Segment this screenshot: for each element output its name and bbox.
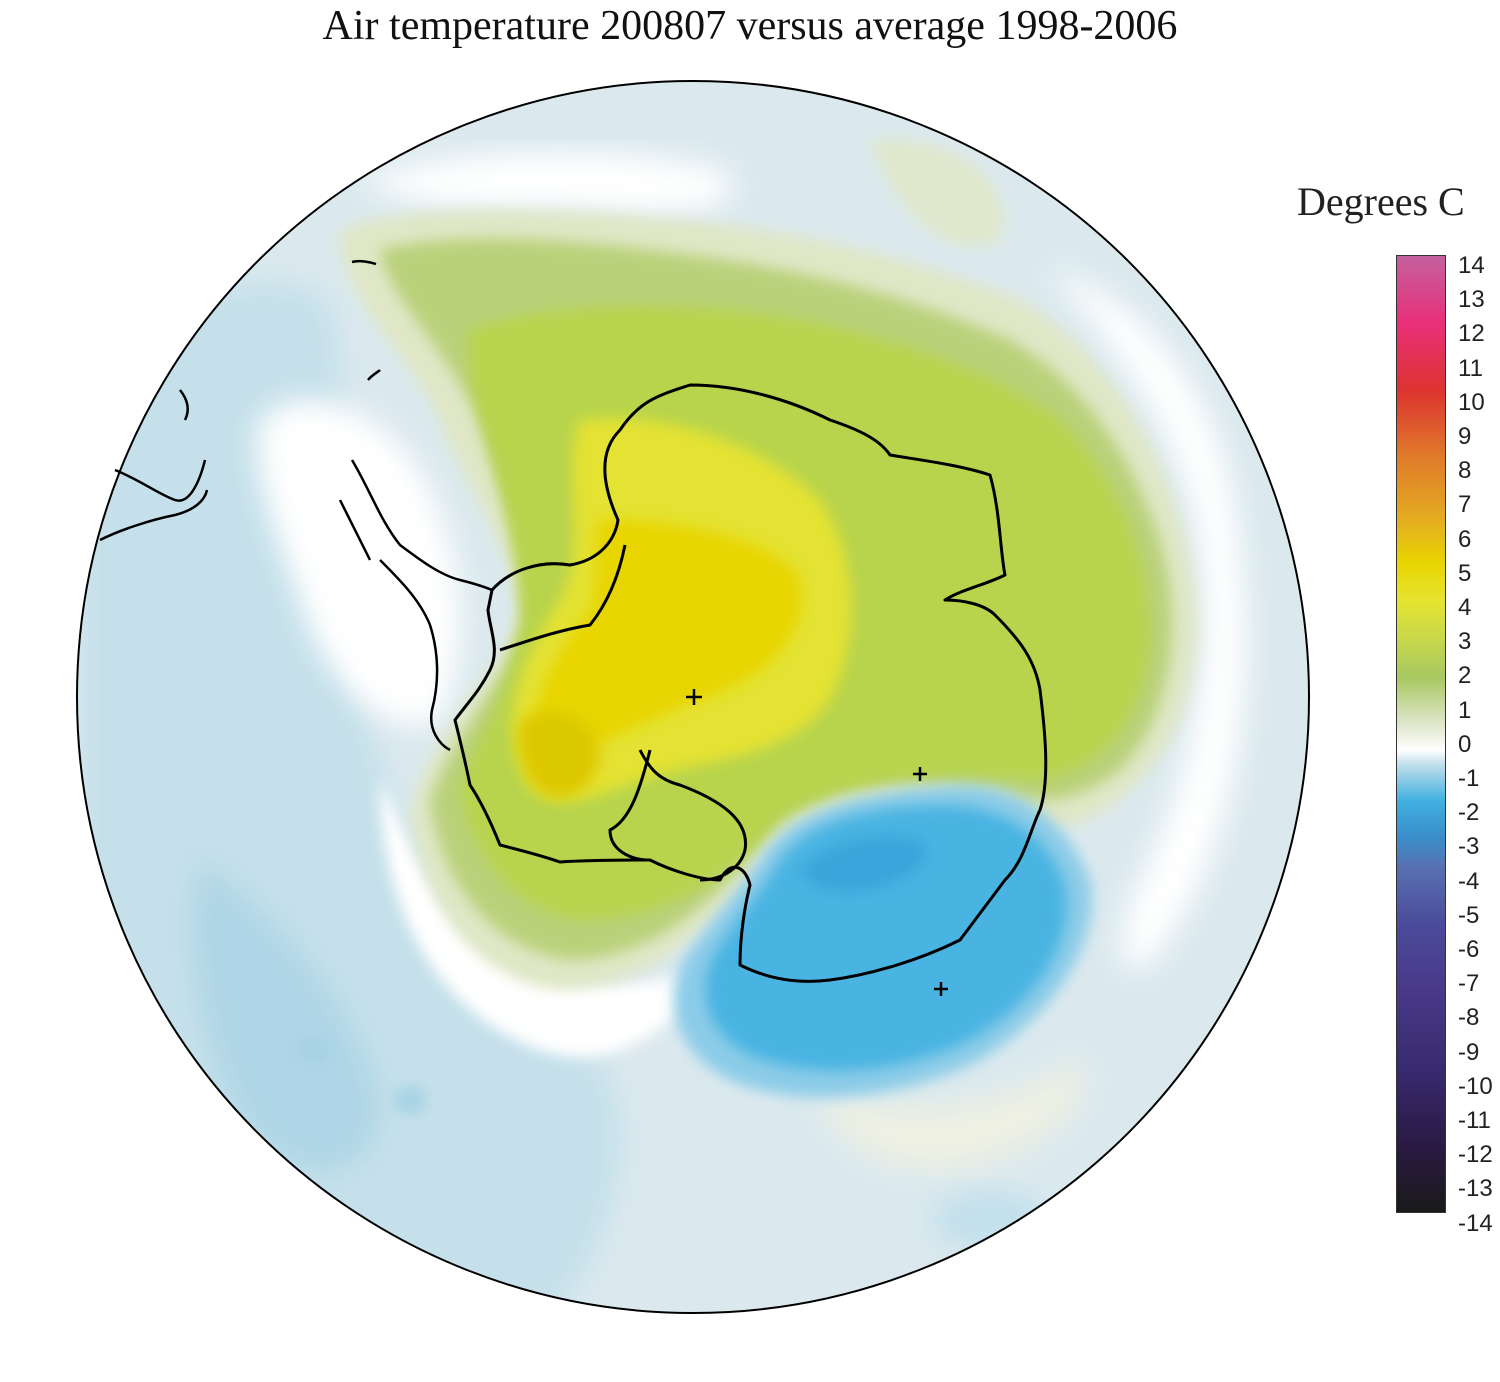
- color-scale-tick-label: 2: [1458, 662, 1472, 690]
- color-scale-tick-label: 11: [1458, 354, 1483, 382]
- color-scale-tick-label: 9: [1458, 423, 1472, 450]
- color-scale-tick-label: -2: [1458, 799, 1480, 827]
- color-scale-tick-label: 6: [1458, 525, 1472, 553]
- color-scale-tick-label: -4: [1458, 867, 1480, 895]
- color-scale-tick-label: 14: [1458, 252, 1485, 279]
- map-title: Air temperature 200807 versus average 19…: [322, 3, 1178, 49]
- map-boundary: [76, 80, 1310, 1314]
- color-scale-tick-label: 5: [1458, 559, 1472, 587]
- marker-crosses: [686, 689, 948, 996]
- color-scale-tick-label: 13: [1458, 286, 1485, 314]
- color-scale-tick-label: -10: [1458, 1072, 1493, 1100]
- antarctica-coastline: [453, 383, 1048, 983]
- color-scale-tick-label: -14: [1458, 1209, 1493, 1237]
- color-scale-tick-label: -5: [1458, 901, 1480, 929]
- color-scale-tick-label: 0: [1458, 730, 1472, 758]
- color-scale-tick-label: -8: [1458, 1004, 1480, 1032]
- color-scale-tick-label: -11: [1458, 1107, 1491, 1134]
- color-scale-tick-label: 7: [1458, 491, 1472, 519]
- color-scale-tick-label: -12: [1458, 1141, 1493, 1169]
- color-scale-tick-label: 4: [1458, 594, 1472, 621]
- color-scale-tick-label: -6: [1458, 936, 1480, 963]
- legend-title: Degrees C: [1297, 179, 1465, 224]
- color-scale-bar: [1396, 255, 1446, 1213]
- color-scale-tick-label: 8: [1458, 457, 1472, 485]
- color-scale-tick-label: -7: [1458, 970, 1480, 998]
- color-scale-tick-label: 1: [1458, 696, 1472, 724]
- color-scale-tick-label: -13: [1458, 1175, 1493, 1203]
- color-scale-tick-label: -1: [1458, 765, 1480, 792]
- color-scale-tick-label: 12: [1458, 320, 1485, 348]
- color-scale-tick-label: -9: [1458, 1038, 1480, 1066]
- color-scale-tick-label: -3: [1458, 833, 1480, 861]
- color-scale-tick-label: 3: [1458, 628, 1472, 656]
- color-scale-tick-label: 10: [1458, 388, 1485, 416]
